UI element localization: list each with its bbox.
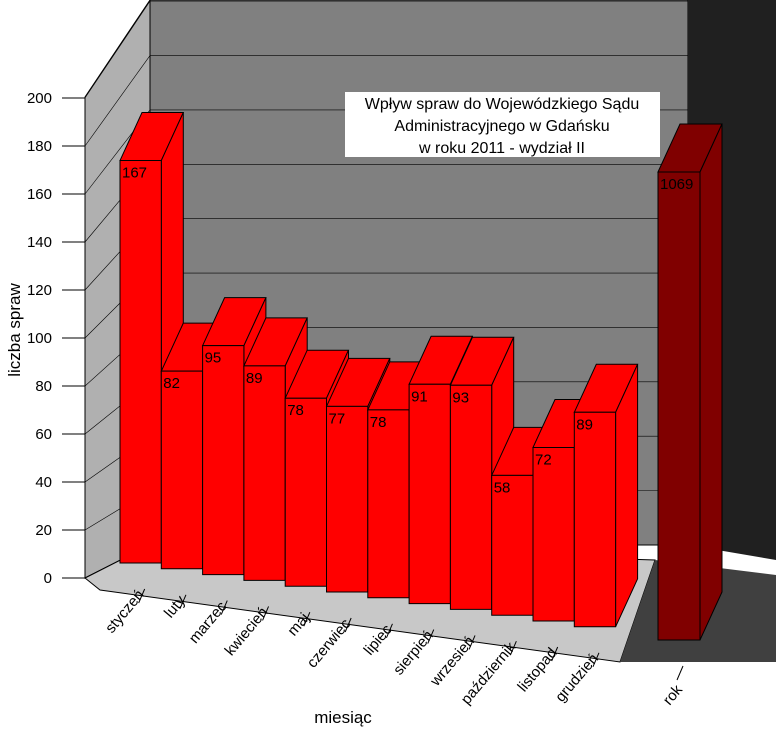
value-label: 1069: [660, 176, 693, 193]
value-label: 78: [287, 402, 304, 419]
value-label: 58: [494, 479, 511, 496]
grid-line: [84, 55, 151, 147]
y-tick-label: 200: [27, 90, 52, 107]
x-tick: [344, 617, 352, 633]
value-label: 89: [576, 416, 593, 433]
value-label: 167: [122, 165, 147, 182]
bar-face: [573, 411, 617, 628]
chart-title: Wpływ spraw do Wojewódzkiego Sądu: [365, 96, 640, 113]
bar-face: [699, 123, 723, 641]
x-tick: [220, 600, 228, 615]
x-tick: [303, 612, 311, 627]
bar-face: [202, 345, 245, 576]
value-label: 82: [163, 375, 180, 392]
chart-title: Administracyjnego w Gdańsku: [394, 118, 609, 135]
bar-face: [449, 384, 493, 610]
y-tick-label: 40: [35, 474, 52, 491]
x-tick: [385, 623, 393, 638]
bar-face: [408, 383, 451, 605]
value-label: 78: [370, 414, 387, 431]
x-axis-label: miesiąc: [314, 708, 372, 727]
value-label: 93: [452, 389, 469, 406]
bar-face: [367, 409, 410, 599]
value-label: 95: [205, 350, 222, 367]
y-tick-label: 100: [27, 330, 52, 347]
y-tick-label: 120: [27, 282, 52, 299]
title-box: [345, 92, 660, 157]
bar: [657, 123, 723, 641]
x-tick: [468, 635, 476, 650]
value-label: 77: [329, 410, 346, 427]
bar-face: [657, 171, 701, 641]
x-tick: [262, 606, 270, 621]
x-tick: [592, 652, 600, 667]
y-tick-label: 20: [35, 522, 52, 539]
value-label: 89: [246, 370, 263, 387]
x-tick-label: grudzień: [552, 650, 602, 705]
x-tick-label: rok: [660, 681, 687, 708]
bar-face: [243, 365, 286, 581]
value-label: 72: [535, 451, 552, 468]
x-tick: [138, 588, 146, 604]
y-tick-label: 160: [27, 186, 52, 203]
bar-face: [284, 397, 327, 587]
bar-face: [326, 405, 369, 593]
y-tick-label: 60: [35, 426, 52, 443]
bar: [573, 363, 639, 628]
x-tick-label: kwiecień: [222, 604, 272, 659]
x-tick: [509, 641, 517, 656]
bar-face: [160, 370, 204, 570]
x-tick-label: styczeń: [102, 587, 148, 637]
x-tick: [427, 629, 435, 644]
bar-face: [532, 446, 575, 622]
y-axis-label: liczba spraw: [5, 283, 24, 377]
x-tick-label: czerwiec: [304, 615, 355, 671]
chart-title: w roku 2011 - wydział II: [418, 140, 585, 157]
value-label: 91: [411, 388, 428, 405]
x-tick-label: listopad: [514, 645, 560, 696]
y-tick-label: 140: [27, 234, 52, 251]
grid-line: [84, 0, 151, 99]
x-tick: [551, 646, 559, 662]
x-tick: [676, 665, 684, 681]
y-tick-label: 0: [44, 570, 52, 587]
bar-face: [119, 160, 162, 564]
x-tick: [179, 594, 187, 609]
y-tick-label: 80: [35, 378, 52, 395]
x-tick-label: sierpień: [390, 627, 437, 678]
y-tick-label: 180: [27, 138, 52, 155]
